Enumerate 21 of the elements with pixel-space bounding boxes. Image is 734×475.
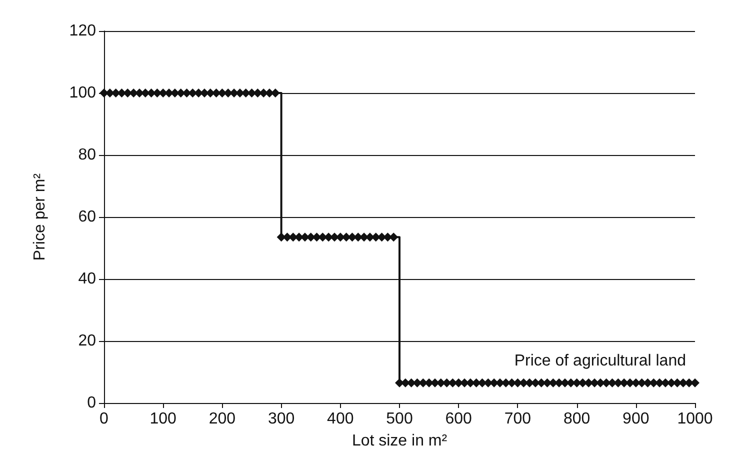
x-axis-title: Lot size in m²	[352, 432, 448, 450]
y-tick-label: 0	[87, 394, 96, 412]
y-axis-title: Price per m²	[32, 172, 48, 261]
x-tick-label: 200	[208, 410, 236, 428]
x-tick-label: 0	[100, 410, 109, 428]
x-tick-label: 800	[563, 410, 590, 428]
x-tick-label: 600	[445, 410, 472, 428]
annotation: Price of agricultural land	[514, 352, 686, 370]
y-tick-label: 120	[69, 22, 96, 40]
x-tick-label: 900	[622, 410, 650, 428]
x-tick-label: 400	[327, 410, 354, 428]
y-tick-label: 60	[78, 208, 96, 226]
x-tick-label: 100	[150, 410, 177, 428]
x-tick-label: 500	[386, 410, 413, 428]
x-tick-label: 700	[504, 410, 532, 428]
y-tick-label: 100	[69, 84, 96, 102]
y-tick-label: 40	[78, 270, 96, 288]
y-tick-label: 80	[78, 146, 96, 164]
y-tick-label: 20	[78, 332, 96, 350]
x-tick-label: 300	[268, 410, 295, 428]
x-tick-label: 1000	[677, 410, 713, 428]
